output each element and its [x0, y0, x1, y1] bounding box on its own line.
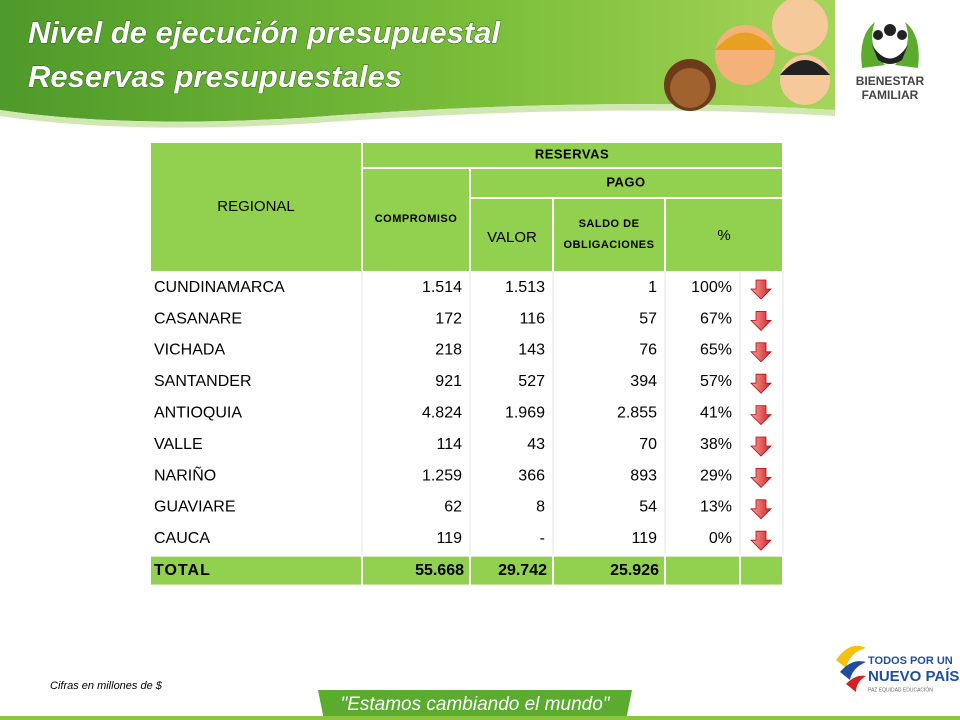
cell-text: -: [540, 530, 545, 547]
cell-text: 8: [536, 499, 545, 516]
cell-text: 70: [639, 436, 657, 453]
total-cell: [552, 554, 666, 587]
header-swoosh: [0, 104, 835, 128]
icbf-logo: BIENESTAR FAMILIAR: [856, 22, 925, 102]
total-text: TOTAL: [154, 562, 211, 579]
brand-text: PAZ EQUIDAD EDUCACIÓN: [868, 686, 933, 693]
logo-text: FAMILIAR: [862, 88, 919, 102]
total-text: 55.668: [415, 562, 464, 579]
logo-text: BIENESTAR: [856, 74, 925, 88]
cell-text: 62: [444, 499, 462, 516]
cell-text: 1: [648, 279, 657, 296]
header-text: %: [717, 227, 730, 244]
cell-text: 1.514: [422, 279, 462, 296]
down-arrow-icon: [750, 468, 772, 488]
cell-text: SANTANDER: [154, 373, 252, 390]
cell-text: 57%: [700, 373, 732, 390]
total-cell: [664, 554, 741, 587]
header-text: RESERVAS: [535, 146, 609, 161]
cell-text: 67%: [700, 310, 732, 327]
cell-text: GUAVIARE: [154, 499, 236, 516]
brand-text: NUEVO PAÍS: [868, 668, 959, 685]
kids-illustration: [664, 0, 830, 111]
header-text: PAGO: [606, 174, 645, 189]
cell-text: 119: [436, 530, 462, 547]
total-cell: [469, 554, 554, 587]
slogan-banner: [318, 690, 632, 720]
down-arrow-icon: [750, 499, 772, 520]
cell-text: 893: [630, 467, 657, 484]
header-text: OBLIGACIONES: [564, 239, 655, 251]
down-arrow-icon: [750, 279, 772, 300]
cell-text: 394: [630, 373, 657, 390]
cell-text: 38%: [700, 436, 732, 453]
cell-text: 921: [435, 373, 462, 390]
header-cell: [361, 167, 471, 273]
down-arrow-icon: [750, 436, 772, 457]
header-text: SALDO DE: [579, 218, 640, 230]
cell-text: 366: [518, 467, 545, 484]
brand-logo: TODOS POR UN NUEVO PAÍS PAZ EQUIDAD EDUC…: [836, 645, 959, 693]
cell-text: CAUCA: [154, 530, 210, 547]
down-arrow-icon: [750, 405, 772, 426]
cell-text: 172: [435, 310, 462, 327]
cell-text: 76: [639, 342, 657, 359]
cell-text: 143: [518, 342, 545, 359]
cell-text: 43: [527, 436, 545, 453]
brand-text: TODOS POR UN: [868, 655, 953, 667]
cell-text: CUNDINAMARCA: [154, 279, 285, 296]
cell-text: 57: [639, 310, 657, 327]
title-line-2: Reservas presupuestales: [28, 59, 402, 94]
cell-text: VICHADA: [154, 342, 225, 359]
slogan: "Estamos cambiando el mundo": [340, 694, 610, 715]
header-text: COMPROMISO: [375, 213, 458, 225]
table: REGIONAL RESERVAS COMPROMISO PAGO VALOR SALDO…: [149, 141, 784, 587]
cell-text: 100%: [691, 279, 732, 296]
header-band: [0, 0, 835, 122]
cell-text: 41%: [700, 405, 732, 422]
header-cell: [469, 197, 554, 273]
cell-text: 527: [518, 373, 545, 390]
bottom-strip: [0, 716, 960, 720]
down-arrow-icon: [750, 373, 772, 394]
header-cell: [552, 197, 666, 273]
cell-text: VALLE: [154, 436, 203, 453]
cell-text: 2.855: [617, 405, 657, 422]
header-text: REGIONAL: [217, 198, 295, 215]
cell-text: 13%: [700, 499, 732, 516]
total-cell: [361, 554, 471, 587]
cell-text: 1.969: [505, 405, 545, 422]
total-cell: [149, 554, 363, 587]
header-cell: [149, 141, 363, 273]
down-arrow-icon: [750, 342, 772, 363]
cell-text: 116: [519, 310, 545, 327]
cell-text: 65%: [700, 342, 732, 359]
header-cell: [469, 167, 784, 199]
title-line-1: Nivel de ejecución presupuestal: [28, 15, 501, 50]
cell-text: 0%: [709, 530, 732, 547]
cell-text: 1.259: [422, 467, 462, 484]
cell-text: CASANARE: [154, 310, 242, 327]
cell-text: ANTIOQUIA: [154, 405, 242, 422]
cell-text: 218: [435, 342, 462, 359]
header-text: VALOR: [487, 229, 537, 246]
down-arrow-icon: [750, 530, 772, 551]
cell-text: 114: [436, 436, 462, 453]
cell-text: 1.513: [505, 279, 545, 296]
down-arrow-icon: [750, 311, 772, 331]
cell-text: 119: [631, 530, 657, 547]
cell-text: 4.824: [422, 405, 462, 422]
total-text: 25.926: [610, 562, 659, 579]
footnote: Cifras en millones de $: [50, 680, 163, 692]
cell-text: NARIÑO: [154, 464, 216, 484]
cell-text: 29%: [700, 467, 732, 484]
total-text: 29.742: [498, 562, 547, 579]
total-cell: [739, 554, 784, 587]
cell-text: 54: [639, 499, 657, 516]
header-cell: [664, 197, 784, 273]
